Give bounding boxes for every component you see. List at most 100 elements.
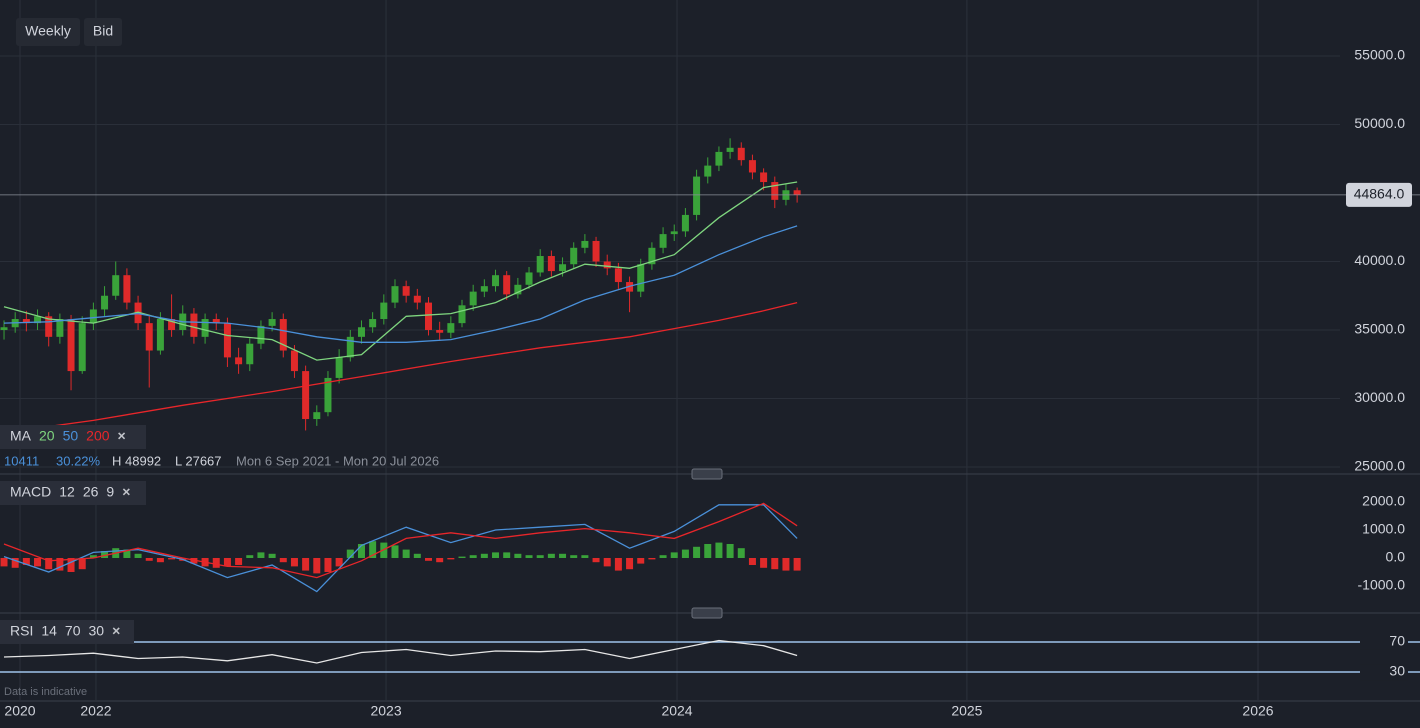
candle-body xyxy=(190,313,198,337)
legend-item: 50 xyxy=(63,428,79,444)
moving-average xyxy=(3,225,798,343)
histogram-bar xyxy=(11,557,19,568)
candle-body xyxy=(369,319,377,328)
candle-body xyxy=(45,316,53,337)
legend-close[interactable]: × xyxy=(112,623,120,639)
macd-legend-box xyxy=(0,481,146,505)
change: 10411 xyxy=(4,453,39,468)
histogram-bar xyxy=(123,549,131,558)
candle-body xyxy=(335,357,343,378)
candle-body xyxy=(89,309,97,324)
candle-body xyxy=(469,291,477,306)
histogram-bar xyxy=(424,557,432,561)
histogram-bar xyxy=(693,546,701,558)
histogram-bar xyxy=(257,552,265,558)
candle-body xyxy=(648,247,656,265)
candle-body xyxy=(424,302,432,330)
pane-handle[interactable] xyxy=(691,468,723,480)
candle-body xyxy=(726,147,734,152)
histogram-bar xyxy=(570,555,578,558)
histogram-bar xyxy=(346,549,354,558)
candle-body xyxy=(112,275,120,296)
marks-layer xyxy=(0,138,1420,664)
candle-body xyxy=(581,240,589,248)
candle-body xyxy=(34,316,42,324)
candle-body xyxy=(0,327,8,330)
candle-body xyxy=(313,412,321,420)
y-tick-label: 50000.0 xyxy=(1354,115,1405,131)
histogram-bar xyxy=(637,557,645,564)
histogram-bar xyxy=(726,543,734,558)
histogram-bar xyxy=(34,557,42,567)
candle-body xyxy=(257,325,265,344)
candle-body xyxy=(771,182,779,200)
candle-body xyxy=(201,319,209,337)
interval-button[interactable] xyxy=(16,18,80,46)
histogram-bar xyxy=(190,557,198,564)
x-tick-label: 2024 xyxy=(661,703,692,719)
y-tick-label: 35000.0 xyxy=(1354,321,1405,337)
interval-label: Weekly xyxy=(25,23,71,39)
candle-body xyxy=(123,275,131,303)
candle-body xyxy=(380,302,388,320)
candle-body xyxy=(592,240,600,262)
histogram-bar xyxy=(168,557,176,560)
histogram-bar xyxy=(313,557,321,574)
moving-average xyxy=(3,181,798,361)
rsi-level-bg xyxy=(1360,664,1408,681)
legend-item: 70 xyxy=(65,623,81,639)
candle-body xyxy=(503,275,511,295)
legend-close[interactable]: × xyxy=(122,484,130,500)
candle-body xyxy=(436,329,444,333)
candle-body xyxy=(547,256,555,272)
histogram-bar xyxy=(436,557,444,563)
legend-close[interactable]: × xyxy=(118,428,126,444)
y-tick-label: 70 xyxy=(1389,633,1405,649)
price-side-button[interactable] xyxy=(84,18,122,46)
histogram-bar xyxy=(78,557,86,570)
candle-body xyxy=(480,286,488,292)
histogram-bar xyxy=(626,557,634,570)
candle-body xyxy=(246,343,254,365)
histogram-bar xyxy=(302,557,310,571)
histogram-bar xyxy=(145,557,153,561)
x-tick-label: 2022 xyxy=(80,703,111,719)
histogram-bar xyxy=(156,557,164,563)
histogram-bar xyxy=(503,552,511,558)
y-tick-label: 0.0 xyxy=(1386,549,1406,565)
candle-body xyxy=(145,323,153,351)
histogram-bar xyxy=(0,557,8,567)
x-tick-label: 2025 xyxy=(951,703,982,719)
histogram-bar xyxy=(659,555,667,558)
x-tick-label: 2023 xyxy=(370,703,401,719)
candle-body xyxy=(559,264,567,272)
pane-handle[interactable] xyxy=(691,607,723,619)
legend-item: 20 xyxy=(39,428,55,444)
candle-body xyxy=(760,172,768,183)
candle-body xyxy=(78,323,86,372)
histogram-bar xyxy=(782,557,790,571)
candle-body xyxy=(67,319,75,372)
histogram-bar xyxy=(134,553,142,558)
last-price-label: 44864.0 xyxy=(1354,186,1405,202)
histogram-bar xyxy=(715,542,723,558)
legend-item: 12 xyxy=(59,484,75,500)
histogram-bar xyxy=(480,553,488,558)
candle-body xyxy=(715,151,723,166)
footnote: Data is indicative xyxy=(4,686,87,698)
histogram-bar xyxy=(737,548,745,558)
candle-body xyxy=(793,190,801,195)
histogram-bar xyxy=(89,555,97,558)
candle-body xyxy=(391,286,399,303)
histogram-bar xyxy=(212,557,220,568)
histogram-bar xyxy=(235,557,243,565)
legend-item: 200 xyxy=(86,428,110,444)
legend-item: 30 xyxy=(89,623,105,639)
y-tick-label: 55000.0 xyxy=(1354,47,1405,63)
histogram-bar xyxy=(391,545,399,558)
histogram-bar xyxy=(246,555,254,558)
histogram-bar xyxy=(614,557,622,571)
